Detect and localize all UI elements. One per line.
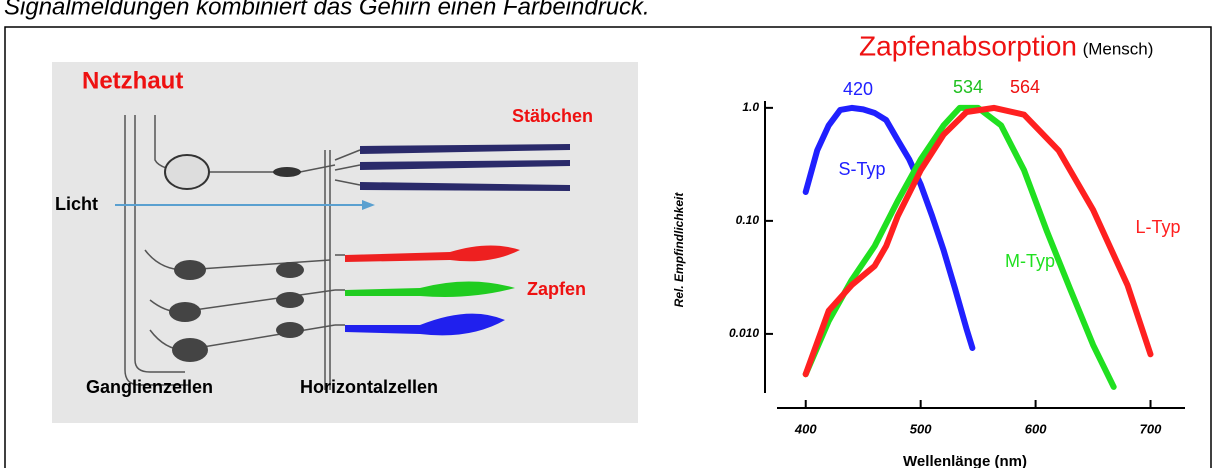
page: Signalmeldungen kombiniert das Gehirn ei…: [0, 0, 1217, 468]
peak-label: 534: [953, 77, 983, 97]
x-tick-label: 600: [1025, 421, 1047, 436]
chart-title: Zapfenabsorption: [859, 30, 1077, 61]
x-tick-label: 500: [910, 421, 932, 436]
diagram-label: Licht: [55, 194, 98, 214]
diagram-label: Stäbchen: [512, 106, 593, 126]
series-label: S-Typ: [838, 159, 885, 179]
x-axis-label: Wellenlänge (nm): [903, 453, 1027, 468]
y-axis-label: Rel. Empfindlichkeit: [672, 192, 686, 308]
diagram-title: Netzhaut: [82, 67, 183, 94]
diagram-label: Ganglienzellen: [86, 377, 213, 397]
series-label: L-Typ: [1135, 217, 1180, 237]
y-tick-label: 0.10: [736, 213, 760, 227]
series-label: M-Typ: [1005, 251, 1055, 271]
peak-label: 420: [843, 79, 873, 99]
peak-label: 564: [1010, 77, 1040, 97]
retina-diagram: Netzhaut Stäbchen Licht Zapfen Ganglienz…: [52, 62, 638, 423]
chart-subtitle: (Mensch): [1083, 39, 1154, 58]
x-tick-label: 400: [794, 421, 817, 436]
x-tick-label: 700: [1140, 421, 1162, 436]
y-tick-label: 1.0: [742, 100, 759, 114]
diagram-label: Horizontalzellen: [300, 377, 438, 397]
caption: Signalmeldungen kombiniert das Gehirn ei…: [4, 0, 650, 20]
y-tick-label: 0.010: [729, 326, 759, 340]
diagram-label: Zapfen: [527, 279, 586, 299]
